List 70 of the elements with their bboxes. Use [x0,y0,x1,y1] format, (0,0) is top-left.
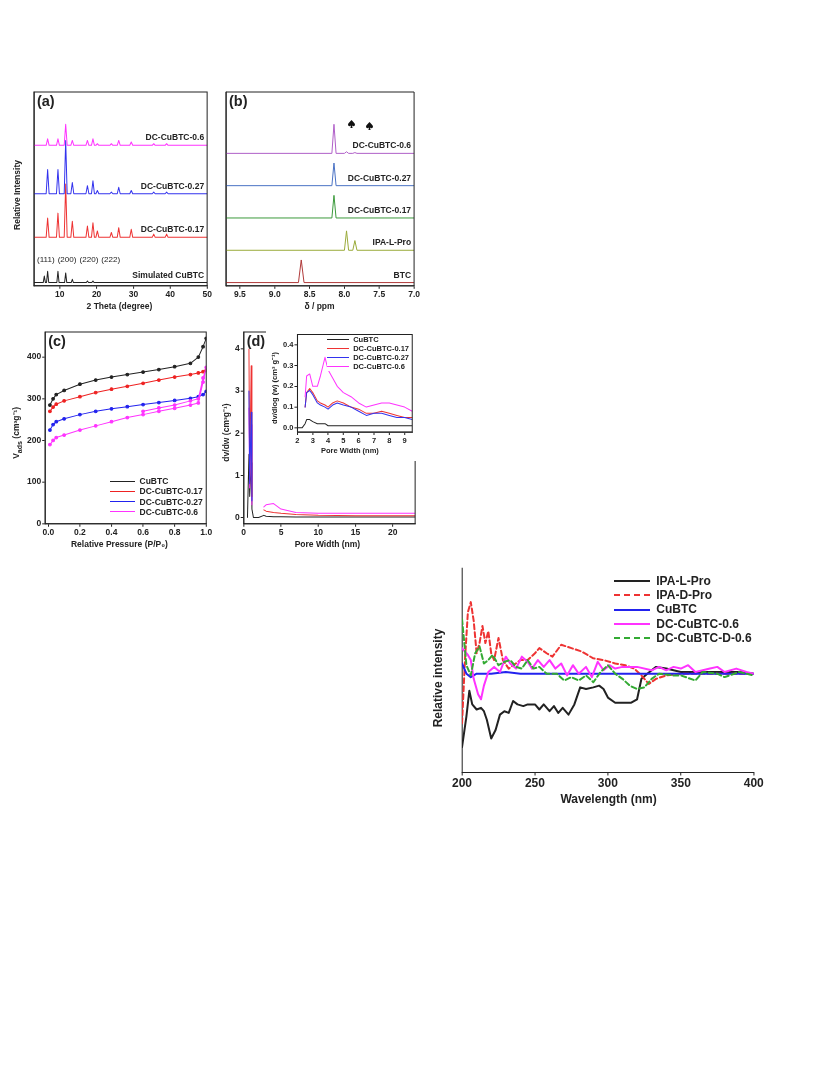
x-tick-label: 1.0 [200,527,213,538]
x-tick-label: 9.5 [234,289,247,300]
annotation: (111) [36,255,55,264]
x-tick-label: 8.0 [338,289,351,300]
x-tick-label: 40 [165,289,176,300]
x-tick-label: 0 [241,527,247,538]
x-tick-label: 30 [128,289,139,300]
y-tick-label: 2 [234,427,240,438]
series-label: BTC [393,269,412,280]
x-axis-title: Wavelength (nm) [559,792,658,806]
annotation: (d) [246,333,266,350]
y-axis-title: Relative intensity [431,628,446,728]
annotation: (c) [48,333,66,350]
x-tick-label: 50 [202,289,212,300]
x-tick-label: 8.5 [303,289,316,300]
series-label: IPA-L-Pro [372,237,412,248]
x-tick-label: 300 [598,776,619,791]
x-axis-title: δ / ppm [303,301,336,311]
series-label: DC-CuBTC-0.27 [347,172,412,183]
x-tick-label: 350 [670,776,692,791]
y-tick-label: 0 [36,518,42,529]
x-tick-label: 9.0 [268,289,281,300]
series-label: Simulated CuBTC [132,269,204,280]
legend-label: IPA-L-Pro [656,573,711,588]
x-tick-label: 0.2 [73,527,86,538]
legend-label: DC-CuBTC-0.17 [139,486,203,497]
x-tick-label: 200 [452,776,473,791]
text: (b) [229,93,248,110]
legend-label: DC-CuBTC-0.6 [139,506,199,517]
legend-label: DC-CuBTC-0.27 [139,496,203,507]
series-label: DC-CuBTC-0.27 [140,180,205,191]
y-tick-label: 3 [234,385,240,396]
series-label: DC-CuBTC-0.17 [140,224,205,235]
x-tick-label: 400 [743,776,765,791]
x-tick-label: 0.8 [168,527,181,538]
x-tick-label: 5 [278,527,284,538]
y-tick-label: 400 [26,351,42,362]
y-tick-label: 4 [234,343,240,354]
y-axis-title: Relative Intensity [11,159,22,230]
x-tick-label: 10 [54,289,65,300]
y-tick-label: 1 [234,469,240,480]
x-tick-label: 250 [525,776,546,791]
annotation: (200) [57,255,77,264]
y-axis-title: dv/dw (cm³g⁻¹) [219,403,231,462]
series-label: DC-CuBTC-0.17 [347,205,412,216]
series-label: DC-CuBTC-0.6 [352,140,412,151]
x-tick-label: 15 [350,527,361,538]
legend-label: DC-CuBTC-0.6 [656,616,739,632]
text: (a) [36,93,55,110]
series-label: DC-CuBTC-0.6 [145,132,205,143]
x-axis-title: 2 Theta (degree) [85,301,154,311]
x-tick-label: 0.4 [105,527,118,538]
x-tick-label: 7.5 [373,289,386,300]
x-axis-title: Pore Width (nm) [293,539,362,549]
x-axis-title: Relative Pressure (P/P₀) [69,539,169,549]
x-tick-label: 7.0 [408,289,421,300]
annotation: (220) [79,255,99,264]
y-tick-label: 300 [26,393,42,404]
y-tick-label: 0 [234,511,240,522]
legend-label: CuBTC [656,602,697,617]
y-tick-label: 100 [26,476,42,487]
legend-label: IPA-D-Pro [656,587,713,603]
x-tick-label: 0.0 [42,527,55,538]
x-tick-label: 20 [387,527,398,538]
annotation: (222) [101,255,121,264]
legend-label: CuBTC [139,476,169,487]
x-tick-label: 10 [313,527,324,538]
x-tick-label: 20 [91,289,102,300]
x-tick-label: 0.6 [137,527,150,538]
legend-label: DC-CuBTC-D-0.6 [656,631,752,646]
